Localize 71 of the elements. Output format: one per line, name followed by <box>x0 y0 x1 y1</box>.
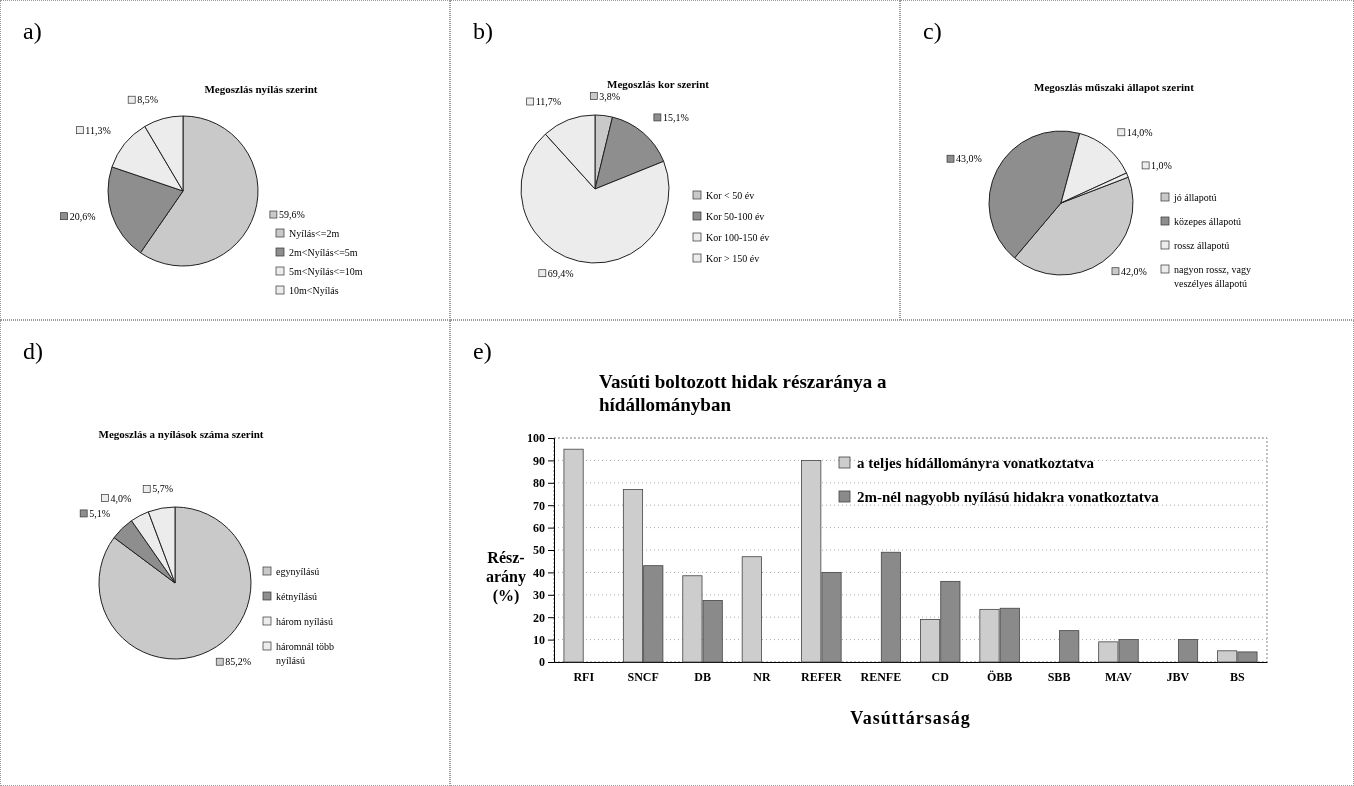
legend-label: 2m<Nyílás<=5m <box>289 247 358 258</box>
text: b) <box>473 18 493 44</box>
y-tick-label: 90 <box>533 453 545 468</box>
data-label: 5,1% <box>89 507 111 519</box>
data-label: 1,0% <box>1151 159 1172 171</box>
y-tick-label: 100 <box>527 431 545 446</box>
y-tick-label: 80 <box>533 476 545 491</box>
x-tick-label: BS <box>1229 669 1245 684</box>
y-tick-label: 30 <box>533 588 545 603</box>
x-tick-label: SNCF <box>627 669 659 684</box>
y-tick-label: 50 <box>533 543 545 558</box>
x-tick-label: ÖBB <box>986 669 1013 684</box>
data-label: 85,2% <box>225 656 252 668</box>
data-label: 11,3% <box>85 124 111 136</box>
legend-label: jó állapotú <box>1173 192 1217 203</box>
x-tick-label: JBV <box>1166 669 1190 684</box>
legend-label: egynyílású <box>276 566 320 577</box>
legend-label: a teljes hídállományra vonatkoztatva <box>857 455 1095 471</box>
data-label: 59,6% <box>278 209 305 221</box>
data-label: 15,1% <box>662 111 689 123</box>
y-tick-label: 20 <box>533 610 545 625</box>
x-tick-label: MAV <box>1104 669 1133 684</box>
data-label: 3,8% <box>599 90 621 102</box>
x-tick-label: RFI <box>573 669 595 684</box>
bar <box>741 556 762 663</box>
legend-label: 2m-nél nagyobb nyílású hidakra vonatkoztatva <box>857 489 1160 505</box>
data-label: 11,7% <box>535 96 562 108</box>
chart-title: Vasúti boltozott hidak részaránya a hídállományban <box>599 371 887 415</box>
data-label: 4,0% <box>110 492 132 504</box>
bar <box>563 448 584 663</box>
data-label: 8,5% <box>137 94 159 106</box>
chart-title: Megoszlás a nyílások száma szerint <box>98 428 264 440</box>
x-tick-label: NR <box>753 669 771 684</box>
legend-label: 10m<Nyílás <box>289 285 339 296</box>
x-tick-label: CD <box>931 669 950 684</box>
legend-label: Nyílás<=2m <box>289 228 340 239</box>
y-tick-label: 70 <box>533 498 545 513</box>
legend-label: három nyílású <box>276 616 333 627</box>
text: e) <box>473 338 492 364</box>
data-label: 14,0% <box>1126 126 1153 138</box>
text: d) <box>23 338 43 364</box>
text: a) <box>23 18 42 44</box>
y-tick-label: 10 <box>533 632 545 647</box>
y-axis-title: Rész- arány (%) <box>486 549 526 605</box>
chart-title: Megoszlás kor szerint <box>607 78 710 90</box>
chart-title: Megoszlás nyílás szerint <box>204 83 318 95</box>
x-tick-label: DB <box>694 669 711 684</box>
legend-label: nagyon rossz, vagy veszélyes állapotú <box>1174 264 1251 289</box>
legend-label: 5m<Nyílás<=10m <box>289 266 363 277</box>
text: c) <box>923 18 942 44</box>
data-label: 43,0% <box>956 153 982 165</box>
y-tick-label: 60 <box>533 520 545 535</box>
data-label: 42,0% <box>1120 265 1147 277</box>
chart-title: Megoszlás műszaki állapot szerint <box>1034 81 1195 93</box>
y-tick-label: 40 <box>533 565 545 580</box>
x-tick-label: SBB <box>1047 669 1071 684</box>
x-tick-label: RENFE <box>860 669 902 684</box>
legend-label: Kor 50-100 év <box>706 211 765 222</box>
y-tick-label: 0 <box>539 655 545 670</box>
legend-label: közepes állapotú <box>1174 216 1241 227</box>
legend-label: Kor < 50 év <box>706 190 755 201</box>
legend-label: Kor 100-150 év <box>706 232 770 243</box>
x-tick-label: REFER <box>801 669 843 684</box>
legend-label: kétnyílású <box>276 591 318 602</box>
legend-label: Kor > 150 év <box>706 253 760 264</box>
legend-label: rossz állapotú <box>1174 240 1230 251</box>
x-axis-title: Vasúttársaság <box>850 708 971 728</box>
data-label: 5,7% <box>152 483 174 495</box>
legend-label: háromnál több nyílású <box>276 641 335 666</box>
data-label: 69,4% <box>547 267 574 279</box>
data-label: 20,6% <box>69 210 96 222</box>
